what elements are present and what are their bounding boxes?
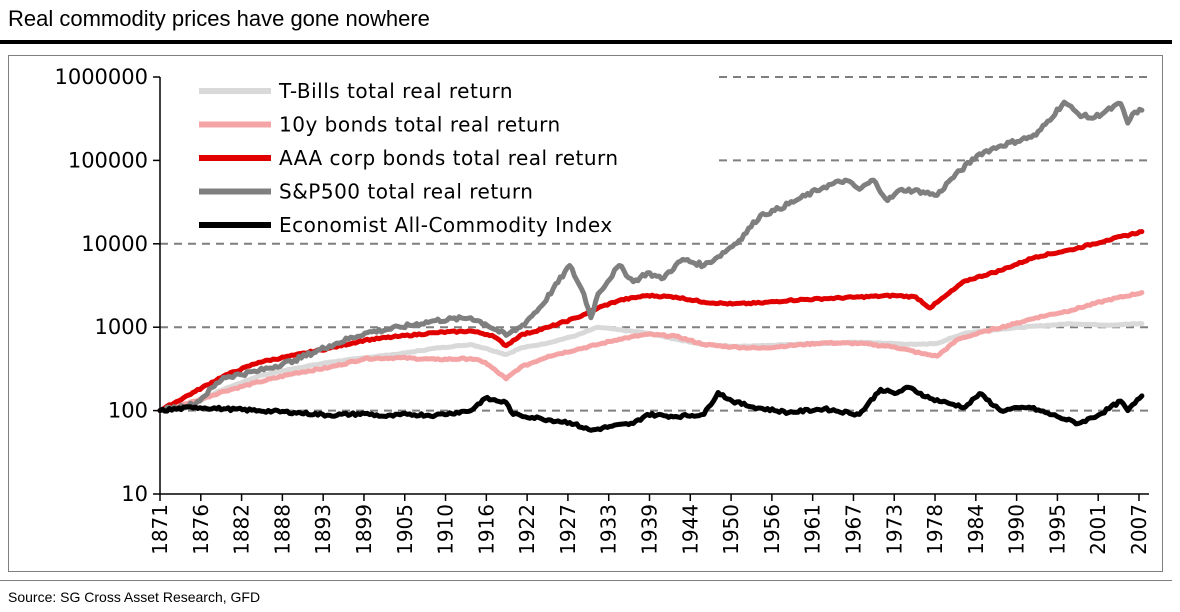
series-line-3 <box>157 99 1145 414</box>
x-tick-label: 1882 <box>230 504 254 555</box>
series-lines <box>157 99 1145 433</box>
legend-label: S&P500 total real return <box>279 180 533 204</box>
x-tick-label: 1967 <box>841 504 865 555</box>
series-line-1 <box>157 290 1145 414</box>
x-tick-label: 1893 <box>311 504 335 555</box>
legend-label: 10y bonds total real return <box>279 113 561 137</box>
chart-title: Real commodity prices have gone nowhere <box>8 6 430 31</box>
title-underline <box>0 40 1172 44</box>
x-tick-label: 1944 <box>678 504 702 555</box>
y-tick-label: 100 <box>108 399 148 423</box>
x-tick-label: 2007 <box>1127 504 1151 555</box>
legend-label: Economist All-Commodity Index <box>279 213 613 237</box>
source-divider <box>0 580 1172 581</box>
series-line-4 <box>157 384 1145 433</box>
x-tick-label: 1927 <box>556 504 580 555</box>
grid-lines <box>160 76 1149 412</box>
x-tick-label: 2001 <box>1086 504 1110 555</box>
x-tick-label: 1910 <box>434 504 458 555</box>
x-tick-label: 1899 <box>352 504 376 555</box>
x-tick-label: 1888 <box>270 504 294 555</box>
x-tick-label: 1916 <box>474 504 498 555</box>
x-tick-label: 1995 <box>1045 504 1069 555</box>
x-tick-label: 1978 <box>923 504 947 555</box>
legend-label: T-Bills total real return <box>278 79 513 103</box>
source-note: Source: SG Cross Asset Research, GFD <box>8 589 261 605</box>
chart-frame: 10 100 1000 10000 100000 1000000 1871 1876 1882 1… <box>8 55 1163 572</box>
x-tick-label: 1956 <box>760 504 784 555</box>
y-tick-label: 1000000 <box>54 65 148 89</box>
x-tick-label: 1922 <box>515 504 539 555</box>
y-tick-label: 10000 <box>81 232 148 256</box>
x-tick-label: 1876 <box>189 504 213 555</box>
line-chart: 10 100 1000 10000 100000 1000000 1871 1876 1882 1… <box>54 65 1151 555</box>
x-tick-label: 1950 <box>719 504 743 555</box>
legend-label: AAA corp bonds total real return <box>279 146 619 170</box>
x-tick-label: 1961 <box>801 504 825 555</box>
x-tick-label: 1984 <box>964 504 988 555</box>
x-tick-label: 1990 <box>1005 504 1029 555</box>
series-line-0 <box>157 321 1145 414</box>
y-tick-label: 100000 <box>68 148 148 172</box>
axes: 10 100 1000 10000 100000 1000000 1871 1876 1882 1… <box>54 65 1151 555</box>
y-tick-label: 1000 <box>95 315 148 339</box>
x-tick-label: 1871 <box>148 504 172 555</box>
x-tick-label: 1905 <box>393 504 417 555</box>
series-line-2 <box>157 229 1145 414</box>
x-tick-label: 1973 <box>882 504 906 555</box>
x-tick-label: 1933 <box>597 504 621 555</box>
legend: T-Bills total real return 10y bonds total… <box>199 79 619 237</box>
y-tick-label: 10 <box>121 482 148 506</box>
x-tick-label: 1939 <box>638 504 662 555</box>
